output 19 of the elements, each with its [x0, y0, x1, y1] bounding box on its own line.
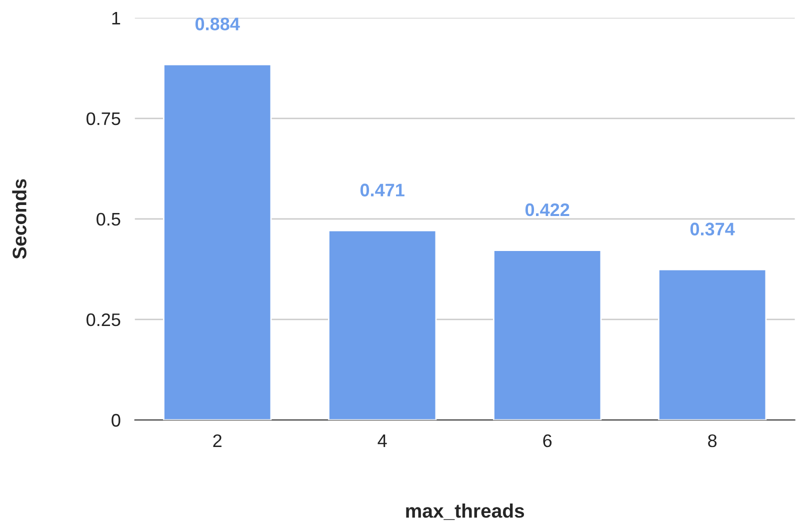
- y-tick-label: 0.75: [86, 112, 120, 126]
- bar: [163, 64, 272, 420]
- x-tick-label: 8: [708, 434, 717, 448]
- data-label: 0.884: [195, 18, 240, 30]
- data-label: 0.374: [690, 222, 735, 236]
- y-axis-title: Seconds: [12, 179, 26, 259]
- y-tick-label: 0.25: [86, 313, 120, 326]
- bar: [328, 230, 437, 420]
- data-label: 0.471: [360, 184, 404, 196]
- x-tick-label: 4: [378, 434, 387, 447]
- x-axis-title: max_threads: [406, 504, 524, 520]
- y-tick-label: 0.5: [96, 212, 120, 226]
- data-label: 0.422: [525, 203, 570, 216]
- y-tick-label: 0: [112, 414, 120, 427]
- y-tick-label: 1: [112, 12, 120, 24]
- x-tick-label: 6: [543, 434, 552, 448]
- bar: [493, 250, 602, 420]
- bar: [658, 268, 767, 420]
- x-tick-label: 2: [213, 434, 222, 447]
